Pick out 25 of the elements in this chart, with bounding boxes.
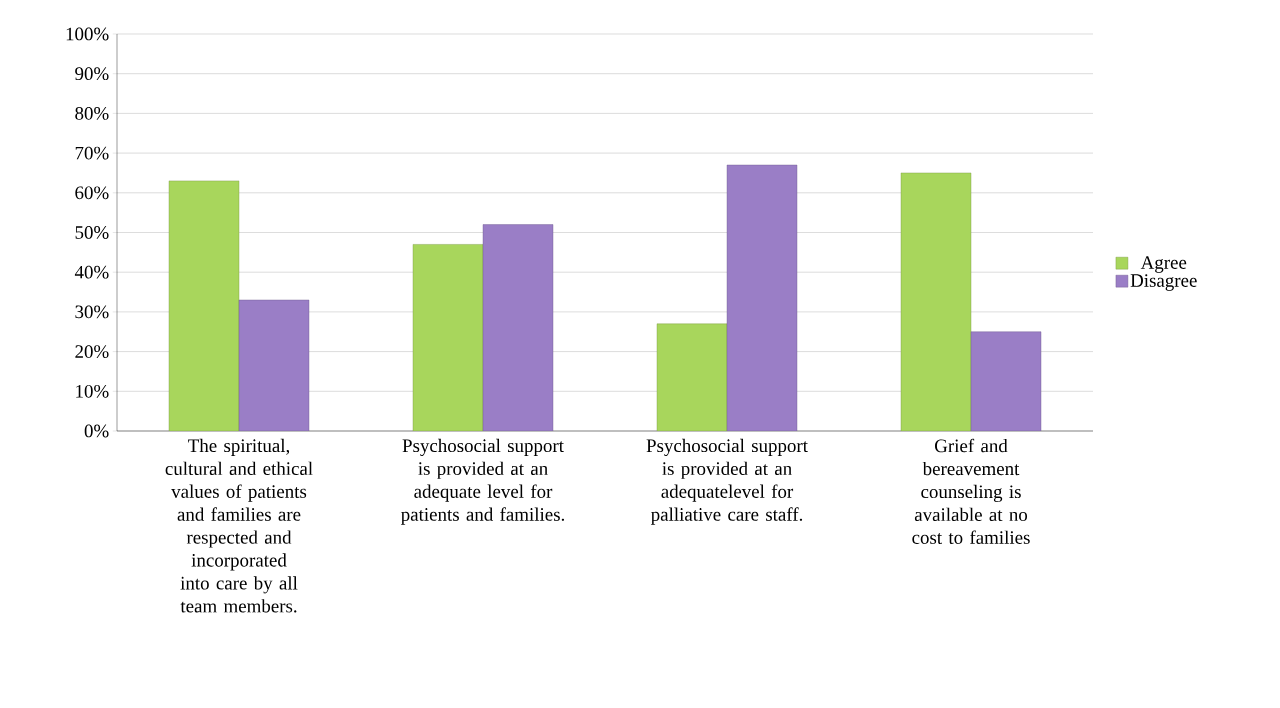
y-tick-label: 30%: [75, 305, 109, 319]
bar: [482, 224, 554, 431]
bar: [168, 180, 240, 431]
bar: [900, 172, 972, 431]
bar: [412, 244, 484, 431]
bar: [238, 299, 310, 431]
y-tick-label: 10%: [76, 384, 109, 398]
legend-label: Disagree: [1130, 274, 1197, 291]
x-tick-label: Psychosocial support is provided at an adequate level for patients and families.: [401, 438, 565, 525]
y-tick-label: 60%: [75, 186, 109, 200]
bar: [726, 164, 798, 431]
bar: [970, 331, 1042, 431]
y-tick-label: 0%: [84, 424, 109, 438]
y-tick-label: 80%: [75, 106, 109, 120]
y-tick-label: 70%: [75, 146, 109, 160]
y-tick-label: 50%: [75, 226, 109, 239]
x-tick-label: Grief and bereavement counseling is available at no cost to families: [912, 438, 1030, 544]
x-tick-label: Psychosocial support is provided at an adequatelevel for palliative care staff.: [646, 438, 808, 525]
bar: [656, 323, 728, 431]
y-tick-label: 90%: [75, 67, 109, 81]
x-tick-label: The spiritual, cultural and ethical values of patients and families are respected and incorporated into care by all team members.: [165, 438, 313, 613]
y-tick-label: 100%: [66, 27, 109, 41]
y-tick-label: 20%: [75, 345, 109, 359]
y-tick-label: 40%: [74, 265, 109, 279]
legend-label: Agree: [1140, 256, 1187, 273]
